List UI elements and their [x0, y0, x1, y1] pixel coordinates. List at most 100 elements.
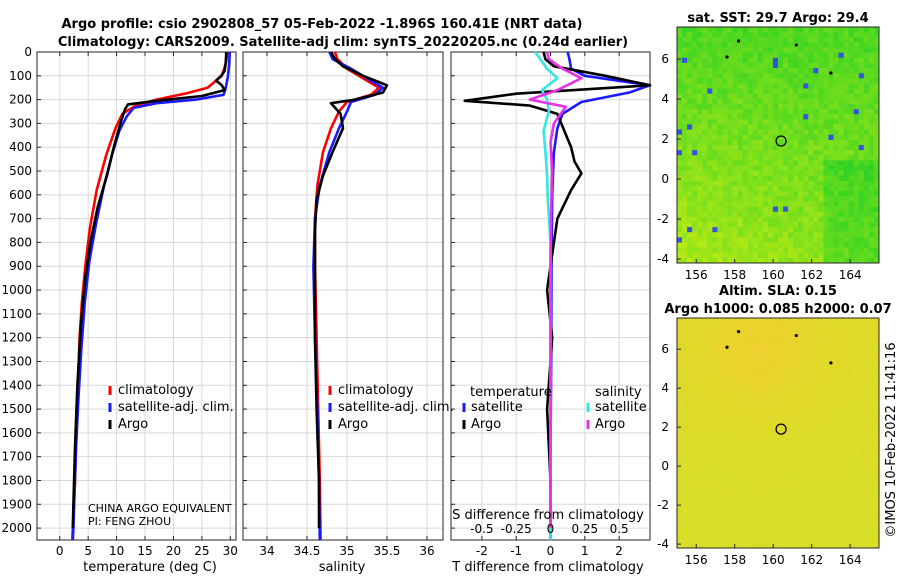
heatmap-cell: [843, 328, 850, 334]
heatmap-cell: [863, 247, 870, 254]
heatmap-cell: [687, 343, 693, 349]
plot-frame: [36, 51, 237, 541]
heatmap-cell: [737, 88, 744, 95]
heatmap-cell: [853, 443, 860, 449]
heatmap-cell: [778, 52, 784, 59]
heatmap-cell: [737, 227, 744, 233]
heatmap-cell: [752, 478, 759, 484]
heatmap-cell: [828, 37, 834, 43]
heatmap-cell: [833, 119, 839, 125]
heatmap-cell: [727, 170, 733, 177]
heatmap-cell: [803, 393, 809, 399]
heatmap-cell: [757, 458, 764, 464]
heatmap-cell: [873, 468, 880, 474]
heatmap-cell: [848, 88, 855, 95]
heatmap-cell: [767, 221, 774, 228]
heatmap-cell: [838, 114, 845, 120]
heatmap-cell: [828, 328, 834, 334]
heatmap-cell: [868, 478, 875, 484]
heatmap-cell: [677, 57, 683, 64]
heatmap-cell: [677, 508, 683, 514]
heatmap-cell: [798, 196, 804, 202]
heatmap-cell: [742, 196, 749, 202]
heatmap-cell: [863, 109, 870, 115]
heatmap-cell: [838, 191, 845, 197]
heatmap-cell: [687, 216, 693, 223]
heatmap-cell: [873, 428, 880, 434]
heatmap-cell: [737, 348, 744, 354]
heatmap-cell: [798, 83, 804, 89]
heatmap-cell: [752, 443, 759, 449]
heatmap-cell: [858, 483, 865, 489]
heatmap-cell: [752, 191, 759, 197]
heatmap-cell: [752, 52, 759, 59]
heatmap-cell: [722, 473, 728, 479]
heatmap-cell: [762, 211, 769, 218]
heatmap-cell: [873, 211, 880, 218]
heatmap-cell: [737, 493, 744, 499]
heatmap-cell: [712, 448, 718, 454]
heatmap-cell: [793, 37, 799, 43]
heatmap-cell: [853, 348, 860, 354]
heatmap-cell: [697, 155, 703, 161]
x2-tick-label: 0.25: [571, 522, 598, 536]
heatmap-cell: [793, 211, 799, 218]
heatmap-cell: [712, 498, 718, 504]
heatmap-cell: [823, 232, 829, 238]
heatmap-cell: [707, 160, 713, 166]
heatmap-cell: [732, 27, 738, 33]
heatmap-cell: [702, 398, 708, 404]
heatmap-cell: [767, 538, 774, 544]
heatmap-cell: [828, 68, 834, 74]
heatmap-cell: [788, 62, 794, 69]
heatmap-cell: [803, 473, 809, 479]
y-tick-label: 800: [9, 235, 32, 249]
heatmap-cell: [712, 328, 718, 334]
heatmap-cell: [677, 134, 683, 141]
heatmap-cell: [873, 37, 880, 43]
heatmap-cell: [853, 368, 860, 374]
heatmap-cell: [697, 318, 703, 324]
heatmap-cell: [798, 114, 804, 120]
heatmap-cell: [813, 408, 819, 414]
heatmap-cell: [702, 458, 708, 464]
heatmap-cell: [757, 170, 764, 177]
heatmap-cell: [813, 423, 819, 429]
heatmap-cell: [722, 155, 728, 161]
heatmap-cell: [747, 242, 754, 249]
heatmap-cell: [687, 508, 693, 514]
heatmap-cell: [697, 373, 703, 379]
heatmap-cell: [727, 338, 733, 344]
heatmap-cell: [833, 418, 839, 424]
heatmap-cell: [858, 478, 865, 484]
heatmap-cell: [752, 458, 759, 464]
heatmap-cell: [833, 93, 839, 100]
heatmap-cell: [828, 134, 834, 141]
heatmap-cell: [722, 37, 728, 43]
heatmap-cell: [858, 378, 865, 384]
heatmap-cell: [767, 343, 774, 349]
y-tick-label: 200: [9, 93, 32, 107]
heatmap-cell: [823, 503, 829, 509]
heatmap-cell: [873, 93, 880, 100]
heatmap-cell: [677, 150, 683, 156]
heatmap-cell: [687, 170, 693, 177]
heatmap-cell: [868, 423, 875, 429]
heatmap-cell: [838, 216, 845, 223]
x-tick-label: 160: [762, 553, 785, 567]
heatmap-cell: [863, 363, 870, 369]
heatmap-cell: [702, 358, 708, 364]
heatmap-cell: [692, 221, 698, 228]
heatmap-cell: [707, 348, 713, 354]
heatmap-cell: [858, 42, 865, 48]
heatmap-cell: [767, 119, 774, 125]
heatmap-cell: [833, 103, 839, 110]
heatmap-cell: [717, 468, 723, 474]
heatmap-cell: [707, 513, 713, 519]
heatmap-cell: [727, 98, 733, 105]
heatmap-cell: [848, 47, 855, 54]
heatmap-cell: [808, 88, 814, 95]
heatmap-cell: [823, 186, 829, 192]
heatmap-cell: [813, 368, 819, 374]
heatmap-cell: [762, 196, 769, 202]
